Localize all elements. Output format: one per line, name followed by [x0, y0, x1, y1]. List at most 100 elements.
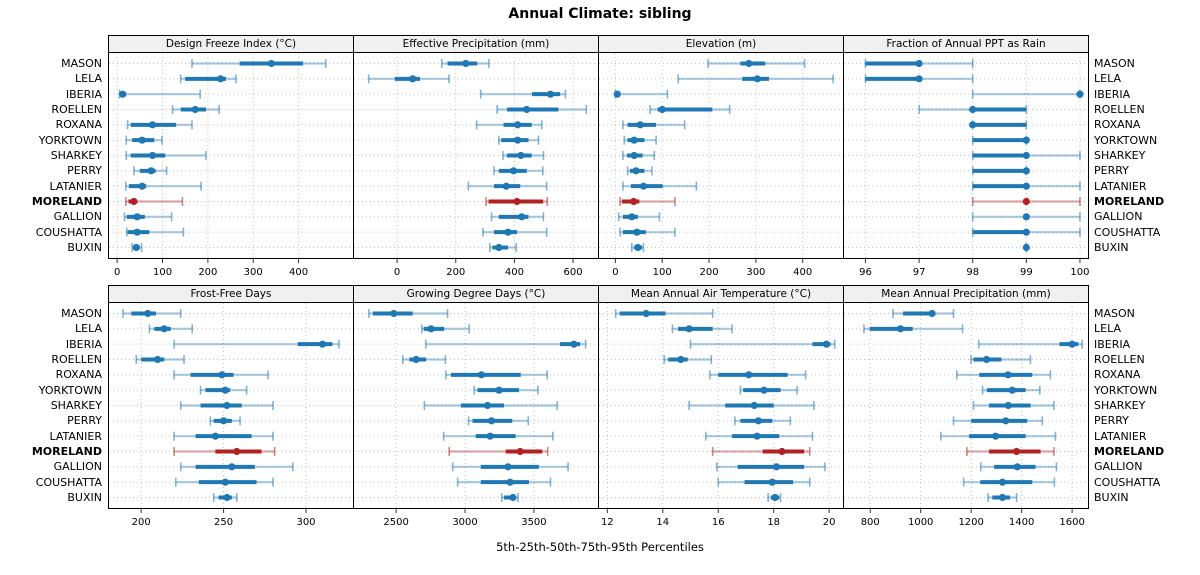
- tick-label: 200: [700, 267, 719, 278]
- percentile-row-moreland: [448, 447, 549, 456]
- percentile-row-roellen: [401, 355, 447, 364]
- median-dot: [130, 197, 138, 206]
- percentile-row-moreland: [711, 447, 811, 456]
- tick-label: 0: [394, 267, 400, 278]
- median-dot: [495, 243, 503, 252]
- median-dot: [928, 309, 936, 318]
- median-dot: [221, 386, 229, 394]
- percentile-row-latanier: [940, 431, 1057, 441]
- percentile-row-gallion: [979, 462, 1058, 472]
- percentile-row-sharkey: [688, 401, 815, 410]
- row-label: SHARKEY: [50, 149, 102, 162]
- percentile-row-latanier: [704, 431, 814, 441]
- row-label: BUXIN: [1094, 491, 1129, 504]
- percentile-row-latanier: [442, 431, 554, 441]
- median-dot: [409, 75, 417, 83]
- median-dot: [1004, 371, 1012, 379]
- median-dot: [771, 493, 779, 502]
- row-label: LATANIER: [1094, 429, 1147, 443]
- median-dot: [483, 401, 492, 410]
- row-label: BUXIN: [67, 491, 102, 504]
- row-label: GALLION: [53, 210, 102, 224]
- tick-label: 100: [653, 267, 672, 278]
- row-label: ROXANA: [1094, 118, 1141, 132]
- row-label: MORELAND: [1094, 445, 1165, 458]
- percentile-row-iberia: [118, 89, 201, 99]
- percentile-row-moreland: [485, 197, 549, 206]
- tick-label: 250: [214, 517, 233, 528]
- panel-strip: Mean Annual Precipitation (mm): [844, 286, 1088, 303]
- median-dot: [1022, 213, 1030, 221]
- percentile-row-sharkey: [502, 151, 545, 160]
- percentile-row-coushatta: [971, 227, 1081, 237]
- panel-plot: [354, 303, 598, 508]
- row-label: LELA: [1094, 72, 1121, 86]
- tick-label: 1600: [1059, 517, 1084, 528]
- percentile-row-lela: [677, 74, 834, 84]
- row-labels-right-bottom: MASON LELA IBERIA ROELLEN ROXANA YORKTOWN SHAR…: [1089, 303, 1200, 508]
- percentile-row-roxana: [969, 120, 1028, 130]
- median-dot: [119, 90, 127, 98]
- percentile-row-roellen: [663, 355, 713, 364]
- row-label: ROXANA: [55, 118, 102, 132]
- percentile-row-mason: [892, 309, 955, 318]
- median-dot: [517, 151, 525, 160]
- median-dot: [1012, 447, 1021, 456]
- panel-strip: Elevation (m): [599, 36, 843, 53]
- panel-plot: [109, 53, 353, 258]
- panel-mean-annual-precipitation-mm: Mean Annual Precipitation (mm): [843, 285, 1089, 509]
- percentile-row-gallion: [179, 462, 294, 472]
- percentile-row-iberia: [173, 339, 340, 349]
- percentile-row-perry: [133, 166, 168, 176]
- median-dot: [132, 243, 140, 252]
- percentile-row-roxana: [126, 120, 193, 130]
- tick-label: 2500: [383, 517, 408, 528]
- percentile-row-moreland: [971, 197, 1081, 206]
- median-dot: [760, 386, 768, 394]
- row-label: YORKTOWN: [38, 383, 102, 397]
- percentile-row-lela: [148, 324, 194, 334]
- panel-design-freeze-index-c: Design Freeze Index (°C): [108, 35, 354, 259]
- median-dot: [754, 417, 763, 425]
- median-dot: [613, 90, 621, 98]
- percentile-row-gallion: [451, 462, 569, 472]
- percentile-row-mason: [440, 59, 490, 68]
- median-dot: [753, 432, 761, 440]
- median-dot: [1022, 167, 1030, 175]
- percentile-row-mason: [614, 309, 714, 318]
- percentile-row-yorktown: [473, 385, 539, 395]
- tick-label: 400: [793, 267, 812, 278]
- median-dot: [509, 167, 518, 175]
- row-label: GALLION: [53, 460, 102, 474]
- tick-label: 16: [712, 517, 725, 528]
- percentile-row-latanier: [467, 181, 548, 191]
- median-dot: [982, 355, 991, 364]
- percentile-row-iberia: [424, 339, 587, 349]
- row-label: COUSHATTA: [35, 475, 102, 489]
- percentile-row-latanier: [124, 181, 202, 191]
- row-label: IBERIA: [65, 337, 102, 351]
- median-dot: [267, 59, 275, 68]
- tick-label: 99: [1020, 267, 1033, 278]
- percentile-row-gallion: [617, 212, 661, 222]
- median-dot: [642, 309, 650, 318]
- percentile-row-perry: [467, 416, 530, 426]
- median-dot: [745, 59, 753, 68]
- row-label: ROELLEN: [1094, 103, 1145, 116]
- x-axis-frost-free-days: 200 250 300: [132, 509, 316, 528]
- percentile-row-yorktown: [971, 135, 1030, 145]
- median-dot: [969, 105, 977, 114]
- row-label: YORKTOWN: [1094, 133, 1158, 147]
- percentile-row-mason: [864, 59, 974, 68]
- row-label: LATANIER: [49, 179, 102, 193]
- median-dot: [1068, 340, 1076, 348]
- percentile-row-moreland: [966, 447, 1055, 456]
- percentile-row-mason: [122, 309, 182, 318]
- median-dot: [218, 371, 226, 379]
- median-dot: [160, 325, 168, 333]
- median-dot: [768, 478, 776, 486]
- row-label: PERRY: [1094, 414, 1129, 428]
- percentile-row-coushatta: [456, 477, 552, 487]
- row-label: LELA: [75, 72, 102, 86]
- row-label: PERRY: [67, 414, 102, 428]
